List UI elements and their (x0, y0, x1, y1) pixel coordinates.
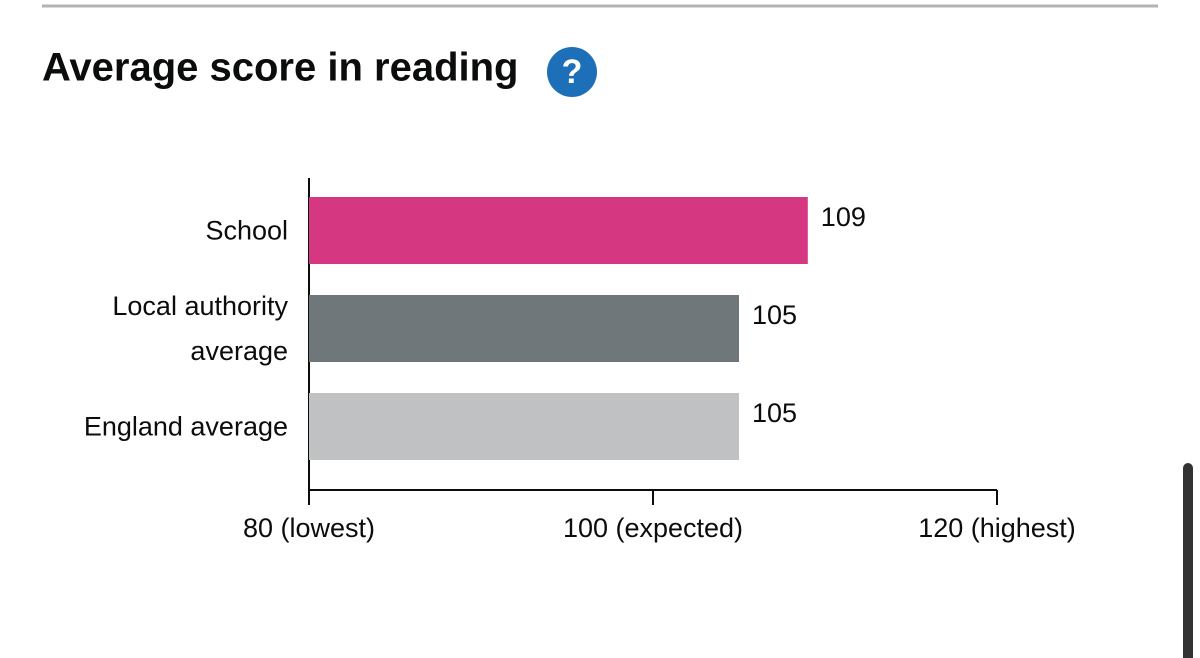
value-label: 105 (752, 300, 797, 330)
x-tick-label: 80 (lowest) (243, 513, 375, 543)
bar (309, 393, 739, 460)
x-tick-label: 120 (highest) (918, 513, 1076, 543)
value-label: 109 (821, 202, 866, 232)
category-label: Local authority average (112, 290, 288, 366)
value-label: 105 (752, 398, 797, 428)
category-label: England average (83, 411, 288, 441)
bar (309, 197, 808, 264)
x-tick-label: 100 (expected) (563, 513, 743, 543)
chart-title: Average score in reading (42, 46, 518, 90)
category-label: School (205, 215, 288, 245)
help-icon-label[interactable]: ? (562, 53, 583, 91)
help-icon[interactable] (547, 47, 597, 97)
bar (309, 295, 739, 362)
scrollbar[interactable] (1183, 463, 1193, 658)
